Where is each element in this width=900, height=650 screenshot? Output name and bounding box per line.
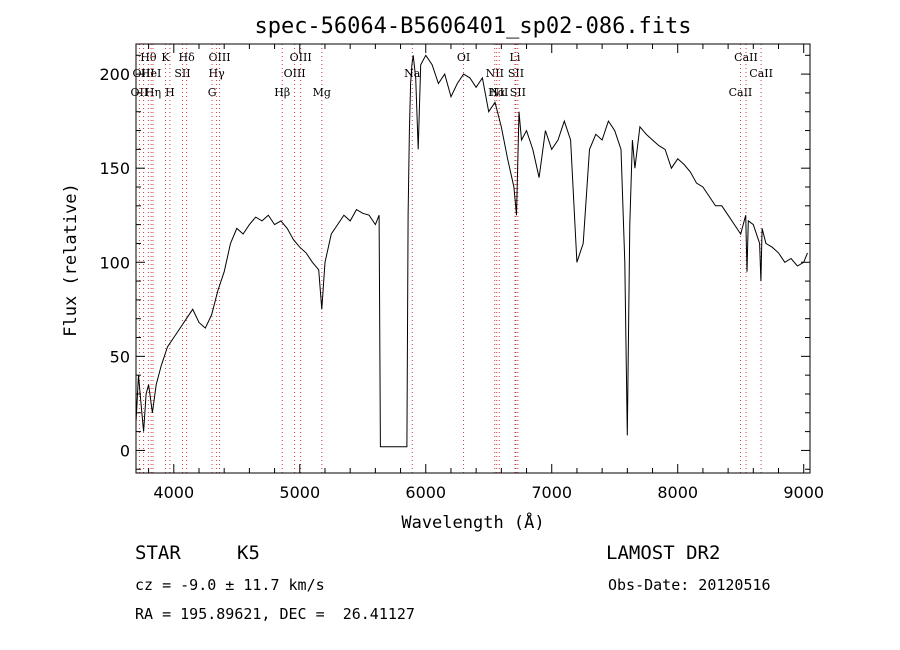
line-marker-label: SII xyxy=(508,67,524,80)
line-marker-label: SII xyxy=(510,86,526,99)
line-marker-label: Mg xyxy=(313,86,331,99)
line-marker-label: Hη xyxy=(145,86,161,99)
line-marker-label: OI xyxy=(457,51,470,64)
line-marker-label: OIII xyxy=(290,51,312,64)
line-marker-label: NII xyxy=(490,86,508,99)
line-marker-label: G xyxy=(208,86,217,99)
line-marker-label: NII xyxy=(486,67,504,80)
redshift-text: cz = -9.0 ± 11.7 km/s xyxy=(135,576,325,594)
y-tick-label: 150 xyxy=(99,159,130,178)
object-class: STAR xyxy=(135,542,181,564)
spectrum-line xyxy=(135,54,808,448)
x-axis-label: Wavelength (Å) xyxy=(401,511,544,533)
line-marker-label: Hδ xyxy=(179,51,196,64)
x-tick-label: 4000 xyxy=(153,483,194,502)
chart-title: spec-56064-B5606401_sp02-086.fits xyxy=(254,14,691,39)
line-marker-label: Hβ xyxy=(274,86,290,99)
line-marker-label: HeI xyxy=(141,67,161,80)
line-marker-label: CaII xyxy=(729,86,753,99)
line-marker-label: SII xyxy=(174,67,190,80)
line-marker-label: H xyxy=(165,86,175,99)
y-tick-label: 100 xyxy=(99,253,130,272)
line-marker-label: K xyxy=(161,51,170,64)
plot-area xyxy=(135,43,811,474)
line-marker-label: OIII xyxy=(133,67,155,80)
y-tick-label: 200 xyxy=(99,65,130,84)
y-tick-label: 0 xyxy=(120,441,130,460)
object-subclass: K5 xyxy=(237,542,260,564)
line-marker-label: CaII xyxy=(749,67,773,80)
axis-ticks: 4000 5000 6000 7000 8000 9000 0 50 100 150 200 xyxy=(99,44,824,502)
obs-date: Obs-Date: 20120516 xyxy=(608,576,771,594)
x-tick-label: 7000 xyxy=(531,483,572,502)
x-tick-label: 9000 xyxy=(783,483,824,502)
x-tick-label: 5000 xyxy=(279,483,320,502)
line-marker-label: CaII xyxy=(734,51,758,64)
line-marker-label: Hθ xyxy=(140,51,157,64)
line-marker-label: OIII xyxy=(284,67,306,80)
line-marker-label: Hα xyxy=(488,86,506,99)
line-marker-label: OIII xyxy=(208,51,230,64)
line-marker-label: Hγ xyxy=(209,67,226,80)
x-tick-label: 8000 xyxy=(657,483,698,502)
y-axis-label: Flux (relative) xyxy=(61,183,81,337)
line-marker-label: Na xyxy=(404,67,421,80)
survey-label: LAMOST DR2 xyxy=(606,542,721,564)
coordinates: RA = 195.89621, DEC = 26.41127 xyxy=(135,605,415,623)
x-tick-label: 6000 xyxy=(405,483,446,502)
plot-frame xyxy=(135,43,811,474)
line-marker-label: Li xyxy=(510,51,521,64)
y-tick-label: 50 xyxy=(110,347,130,366)
